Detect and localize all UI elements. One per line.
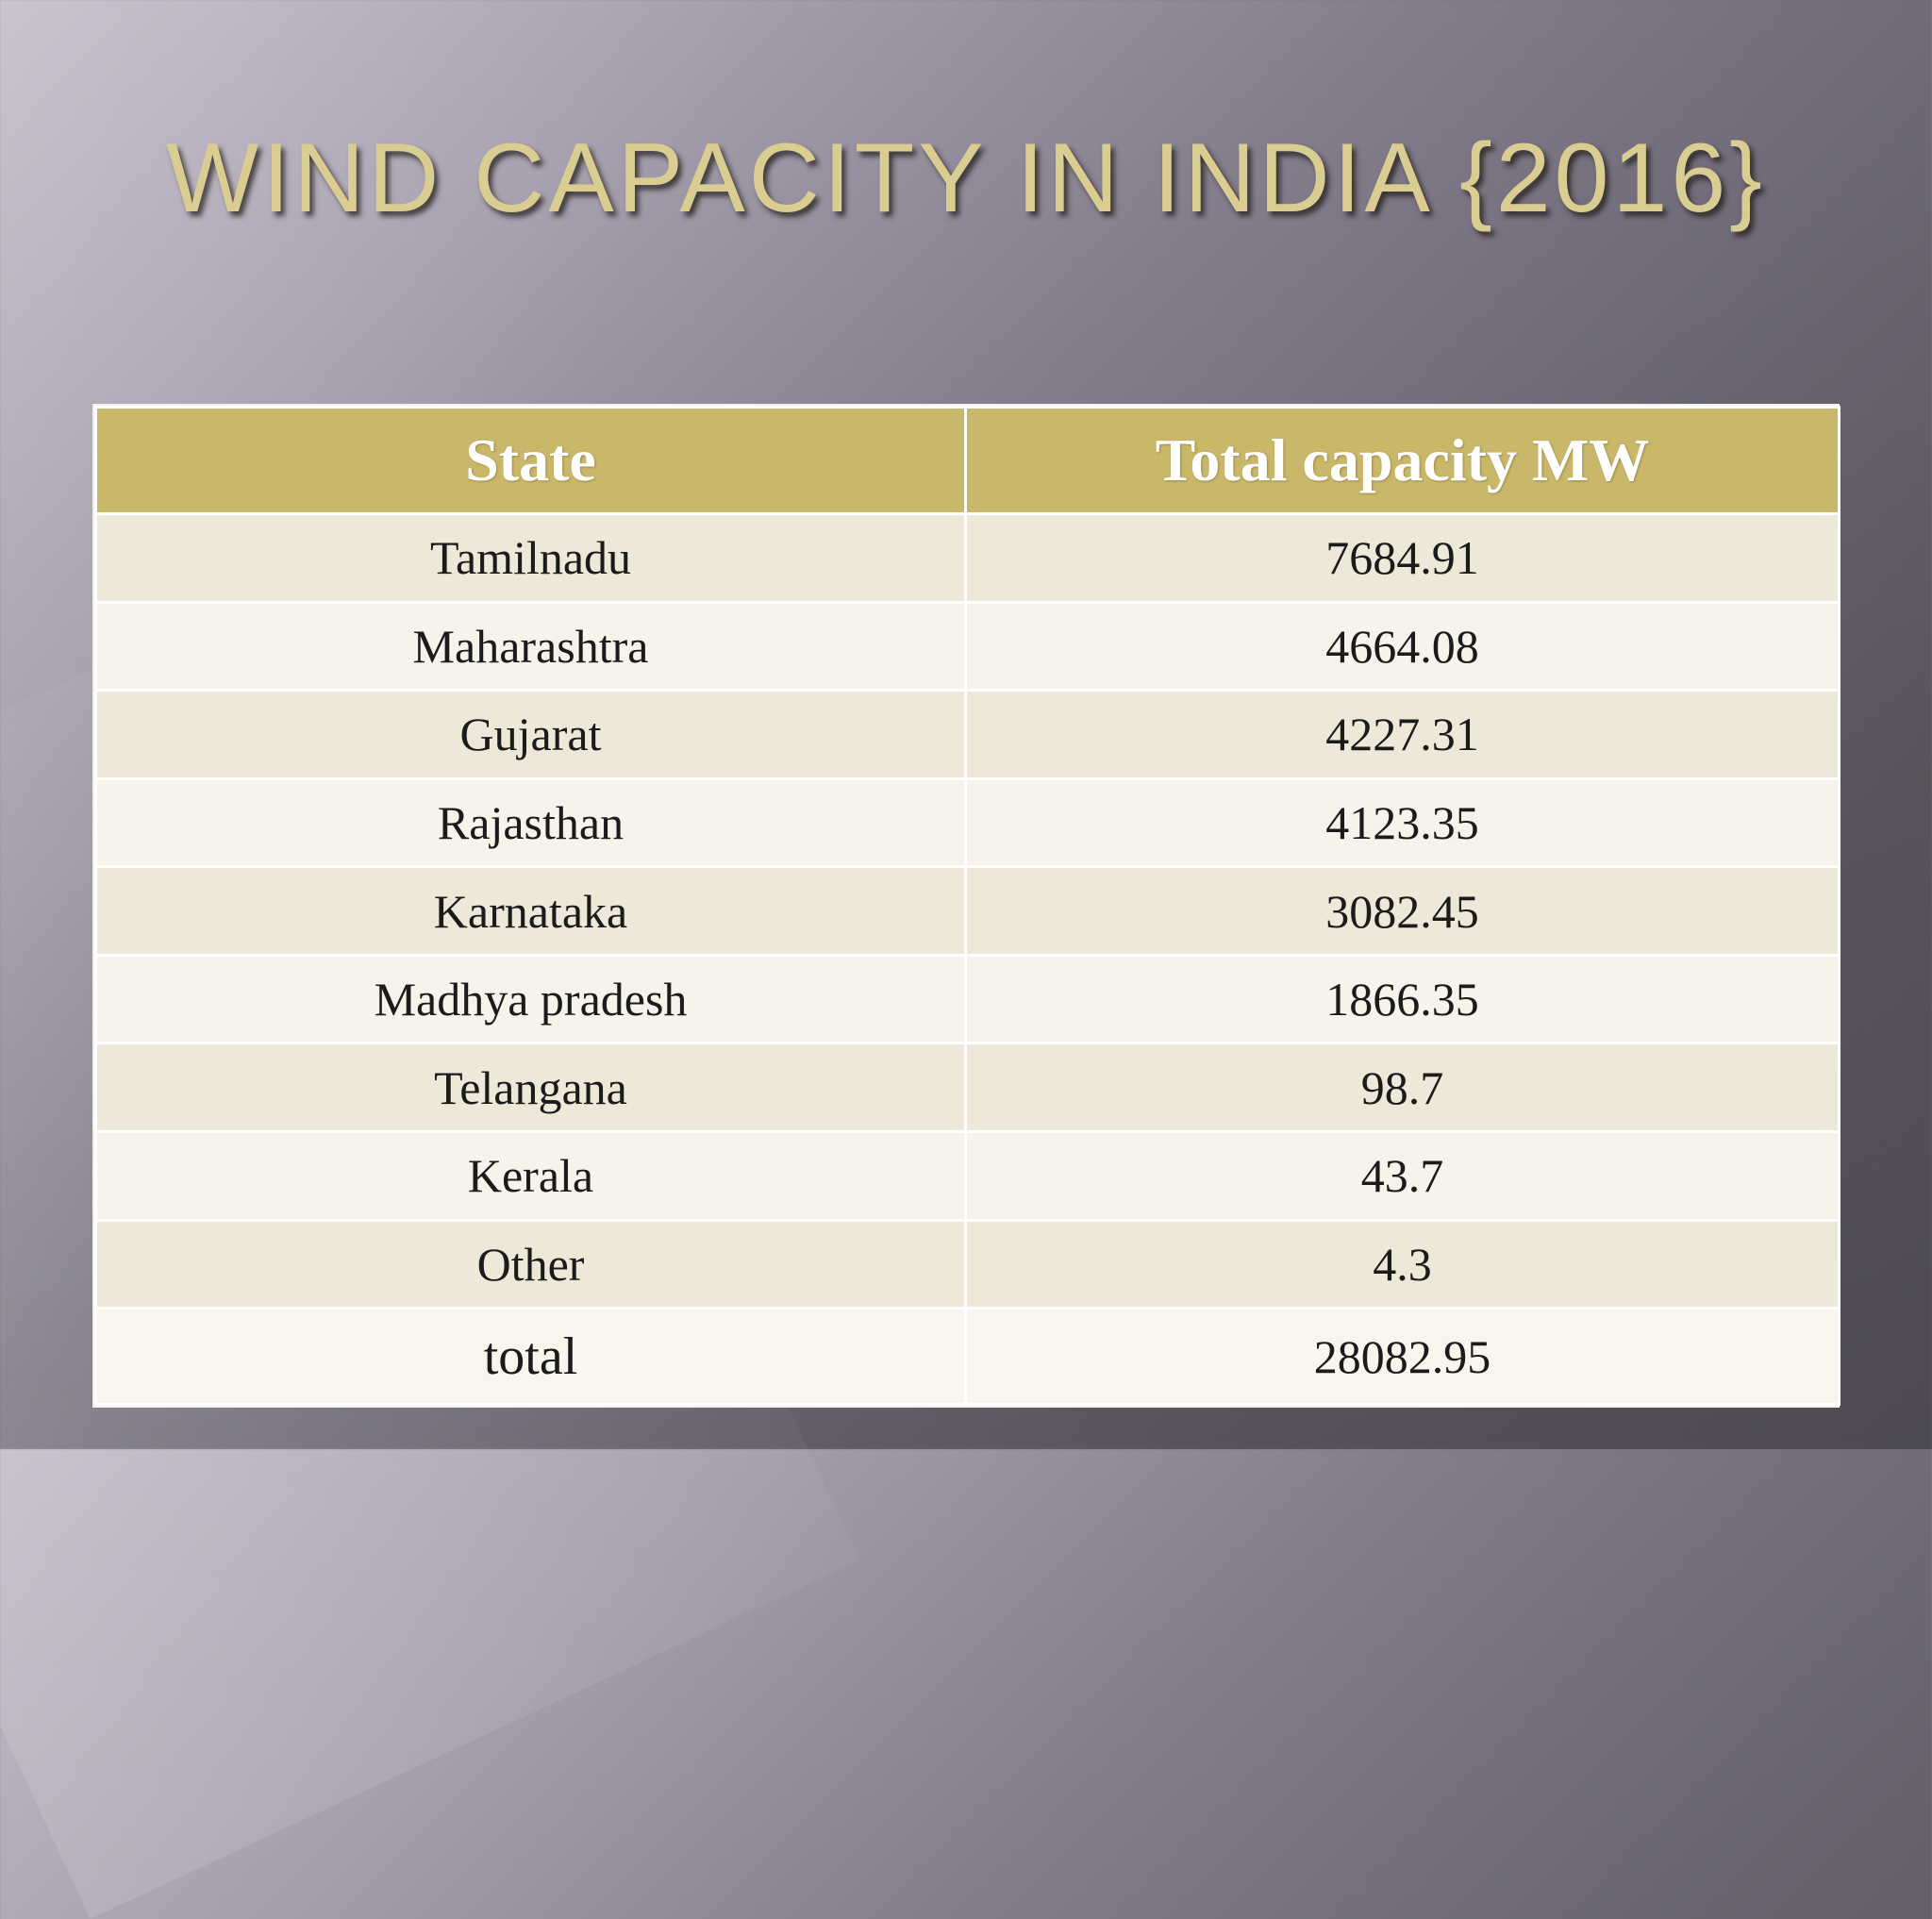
state-cell: Other bbox=[94, 1218, 967, 1310]
table-row: Kerala 43.7 bbox=[94, 1129, 1840, 1222]
state-cell: Karnataka bbox=[94, 865, 967, 957]
table-header-row: State Total capacity MW bbox=[94, 406, 1840, 515]
header-total-capacity: Total capacity MW bbox=[964, 406, 1840, 515]
capacity-cell: 4664.08 bbox=[964, 600, 1840, 693]
table-row: Gujarat 4227.31 bbox=[94, 689, 1840, 780]
total-label-cell: total bbox=[94, 1307, 967, 1406]
capacity-cell: 4123.35 bbox=[964, 776, 1840, 869]
capacity-cell: 7684.91 bbox=[964, 512, 1840, 604]
capacity-table: State Total capacity MW Tamilnadu 7684.9… bbox=[94, 406, 1840, 1406]
capacity-cell: 43.7 bbox=[964, 1129, 1840, 1222]
table-row: Karnataka 3082.45 bbox=[94, 865, 1840, 957]
table-row: Madhya pradesh 1866.35 bbox=[94, 953, 1840, 1045]
state-cell: Telangana bbox=[94, 1042, 967, 1133]
capacity-cell: 4227.31 bbox=[964, 689, 1840, 780]
state-cell: Maharashtra bbox=[94, 600, 967, 693]
capacity-cell: 98.7 bbox=[964, 1042, 1840, 1133]
slide-title: WIND CAPACITY IN INDIA {2016} bbox=[166, 124, 1766, 233]
state-cell: Kerala bbox=[94, 1129, 967, 1222]
table-row: Telangana 98.7 bbox=[94, 1042, 1840, 1133]
table-row: Other 4.3 bbox=[94, 1218, 1840, 1310]
header-state: State bbox=[94, 406, 967, 515]
table-total-row: total 28082.95 bbox=[94, 1307, 1840, 1406]
table-row: Tamilnadu 7684.91 bbox=[94, 512, 1840, 604]
table-row: Maharashtra 4664.08 bbox=[94, 600, 1840, 693]
state-cell: Madhya pradesh bbox=[94, 953, 967, 1045]
capacity-cell: 3082.45 bbox=[964, 865, 1840, 957]
table-row: Rajasthan 4123.35 bbox=[94, 776, 1840, 869]
state-cell: Tamilnadu bbox=[94, 512, 967, 604]
capacity-table-container: State Total capacity MW Tamilnadu 7684.9… bbox=[94, 406, 1840, 1406]
capacity-cell: 1866.35 bbox=[964, 953, 1840, 1045]
state-cell: Gujarat bbox=[94, 689, 967, 780]
state-cell: Rajasthan bbox=[94, 776, 967, 869]
total-capacity-cell: 28082.95 bbox=[964, 1307, 1840, 1406]
capacity-cell: 4.3 bbox=[964, 1218, 1840, 1310]
